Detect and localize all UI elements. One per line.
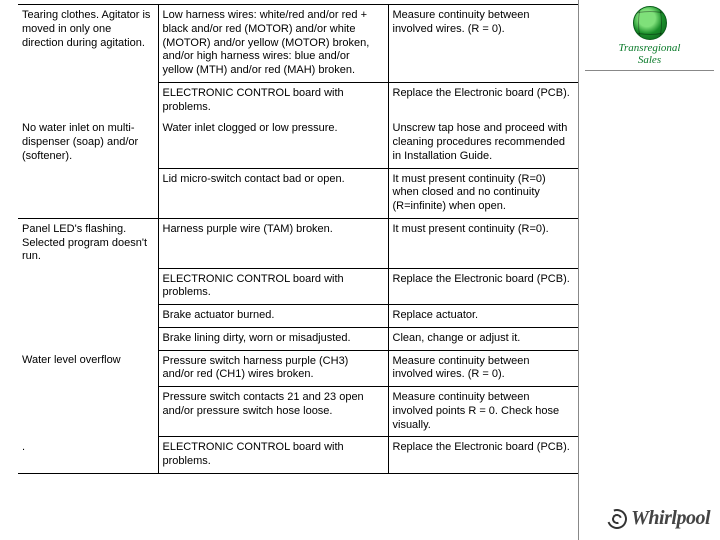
troubleshooting-table-wrap: Tearing clothes. Agitator is moved in on… (0, 0, 578, 540)
cause-cell: ELECTRONIC CONTROL board with problems. (158, 437, 388, 474)
action-cell: Replace actuator. (388, 305, 578, 328)
table-row: Water level overflow Pressure switch har… (18, 350, 578, 387)
action-cell: Measure continuity between involved wire… (388, 5, 578, 83)
sidebar-label: Transregional Sales (585, 42, 714, 71)
action-cell: Clean, change or adjust it. (388, 327, 578, 350)
sidebar: Transregional Sales Whirlpool (578, 0, 720, 540)
action-cell: Replace the Electronic board (PCB). (388, 437, 578, 474)
table-row: ELECTRONIC CONTROL board with problems. … (18, 268, 578, 305)
action-cell: Measure continuity between involved poin… (388, 387, 578, 437)
action-cell: Unscrew tap hose and proceed with cleani… (388, 118, 578, 168)
cause-cell: Harness purple wire (TAM) broken. (158, 218, 388, 268)
cause-cell: ELECTRONIC CONTROL board with problems. (158, 268, 388, 305)
symptom-cell: No water inlet on multi-dispenser (soap)… (18, 118, 158, 168)
cause-cell: Brake lining dirty, worn or misadjusted. (158, 327, 388, 350)
table-row: Pressure switch contacts 21 and 23 open … (18, 387, 578, 437)
action-cell: It must present continuity (R=0). (388, 218, 578, 268)
table-row: No water inlet on multi-dispenser (soap)… (18, 118, 578, 168)
symptom-cell (18, 327, 158, 350)
brand-logo: Whirlpool (607, 507, 710, 530)
table-row: . ELECTRONIC CONTROL board with problems… (18, 437, 578, 474)
symptom-cell: . (18, 437, 158, 474)
cause-cell: Pressure switch harness purple (CH3) and… (158, 350, 388, 387)
sidebar-line2: Sales (638, 54, 661, 66)
globe-icon (633, 6, 667, 40)
table-row: Brake lining dirty, worn or misadjusted.… (18, 327, 578, 350)
cause-cell: Brake actuator burned. (158, 305, 388, 328)
symptom-cell (18, 168, 158, 218)
table-row: Brake actuator burned. Replace actuator. (18, 305, 578, 328)
symptom-cell (18, 387, 158, 437)
cause-cell: ELECTRONIC CONTROL board with problems. (158, 82, 388, 118)
symptom-cell (18, 305, 158, 328)
sidebar-line1: Transregional (619, 42, 681, 54)
action-cell: Replace the Electronic board (PCB). (388, 268, 578, 305)
cause-cell: Water inlet clogged or low pressure. (158, 118, 388, 168)
symptom-cell: Tearing clothes. Agitator is moved in on… (18, 5, 158, 119)
symptom-cell (18, 268, 158, 305)
table-row: Tearing clothes. Agitator is moved in on… (18, 5, 578, 83)
troubleshooting-table: Tearing clothes. Agitator is moved in on… (18, 4, 578, 474)
symptom-cell: Water level overflow (18, 350, 158, 387)
action-cell: It must present continuity (R=0) when cl… (388, 168, 578, 218)
symptom-cell: Panel LED's flashing. Selected program d… (18, 218, 158, 268)
action-cell: Measure continuity between involved wire… (388, 350, 578, 387)
cause-cell: Pressure switch contacts 21 and 23 open … (158, 387, 388, 437)
page: Tearing clothes. Agitator is moved in on… (0, 0, 720, 540)
swirl-icon (604, 505, 631, 532)
cause-cell: Low harness wires: white/red and/or red … (158, 5, 388, 83)
cause-cell: Lid micro-switch contact bad or open. (158, 168, 388, 218)
table-row: Panel LED's flashing. Selected program d… (18, 218, 578, 268)
brand-text: Whirlpool (631, 507, 710, 530)
action-cell: Replace the Electronic board (PCB). (388, 82, 578, 118)
table-row: Lid micro-switch contact bad or open. It… (18, 168, 578, 218)
